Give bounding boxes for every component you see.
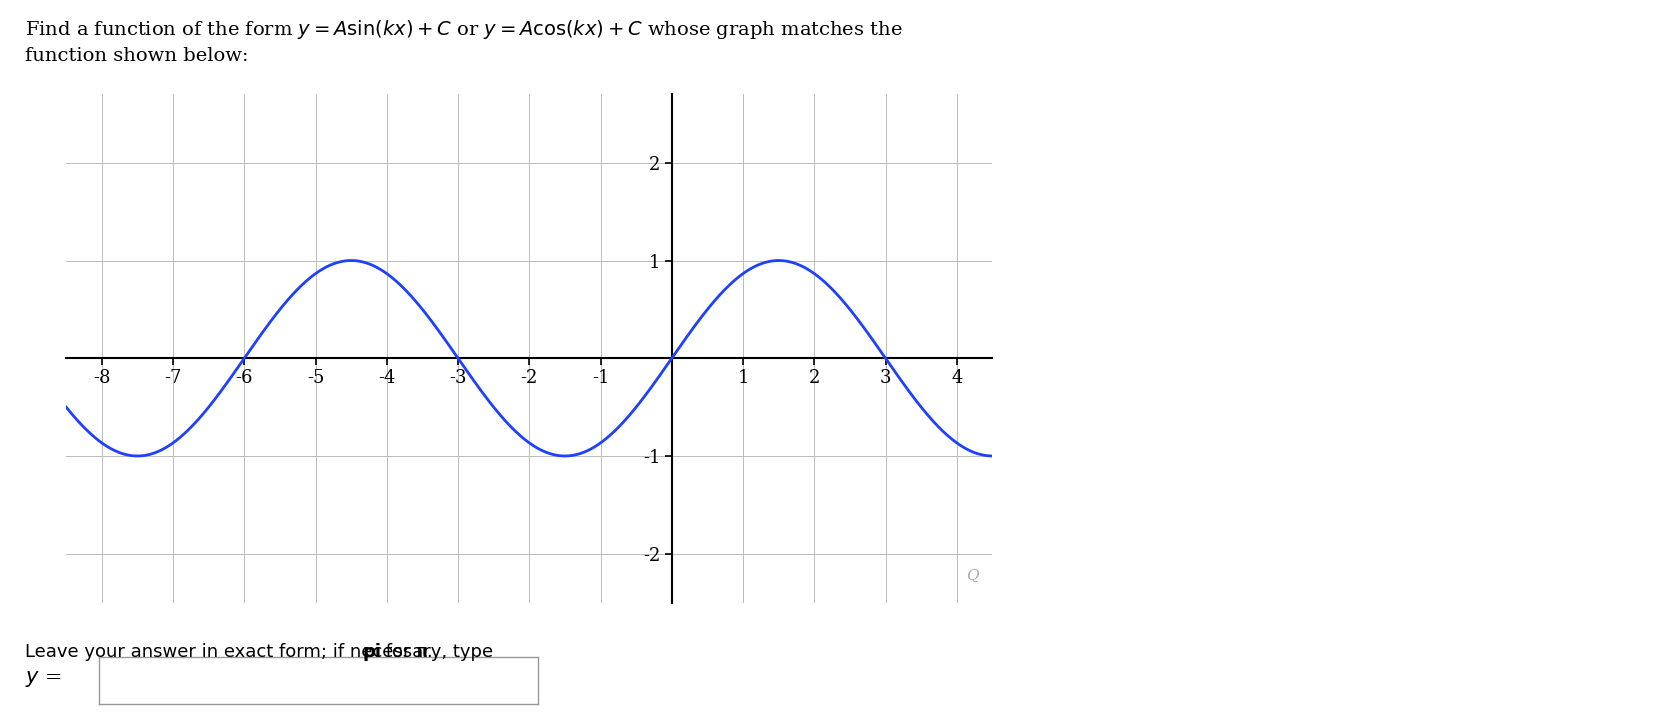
Text: function shown below:: function shown below: (25, 47, 248, 65)
Text: pi: pi (362, 643, 382, 661)
Text: $y$ =: $y$ = (25, 669, 61, 689)
Text: Q: Q (966, 569, 978, 583)
Text: Leave your answer in exact form; if necessary, type: Leave your answer in exact form; if nece… (25, 643, 500, 661)
Text: Find a function of the form $y = A\sin(kx) + C$ or $y = A\cos(kx) + C$ whose gra: Find a function of the form $y = A\sin(k… (25, 18, 903, 41)
Text: for π.: for π. (380, 643, 432, 661)
